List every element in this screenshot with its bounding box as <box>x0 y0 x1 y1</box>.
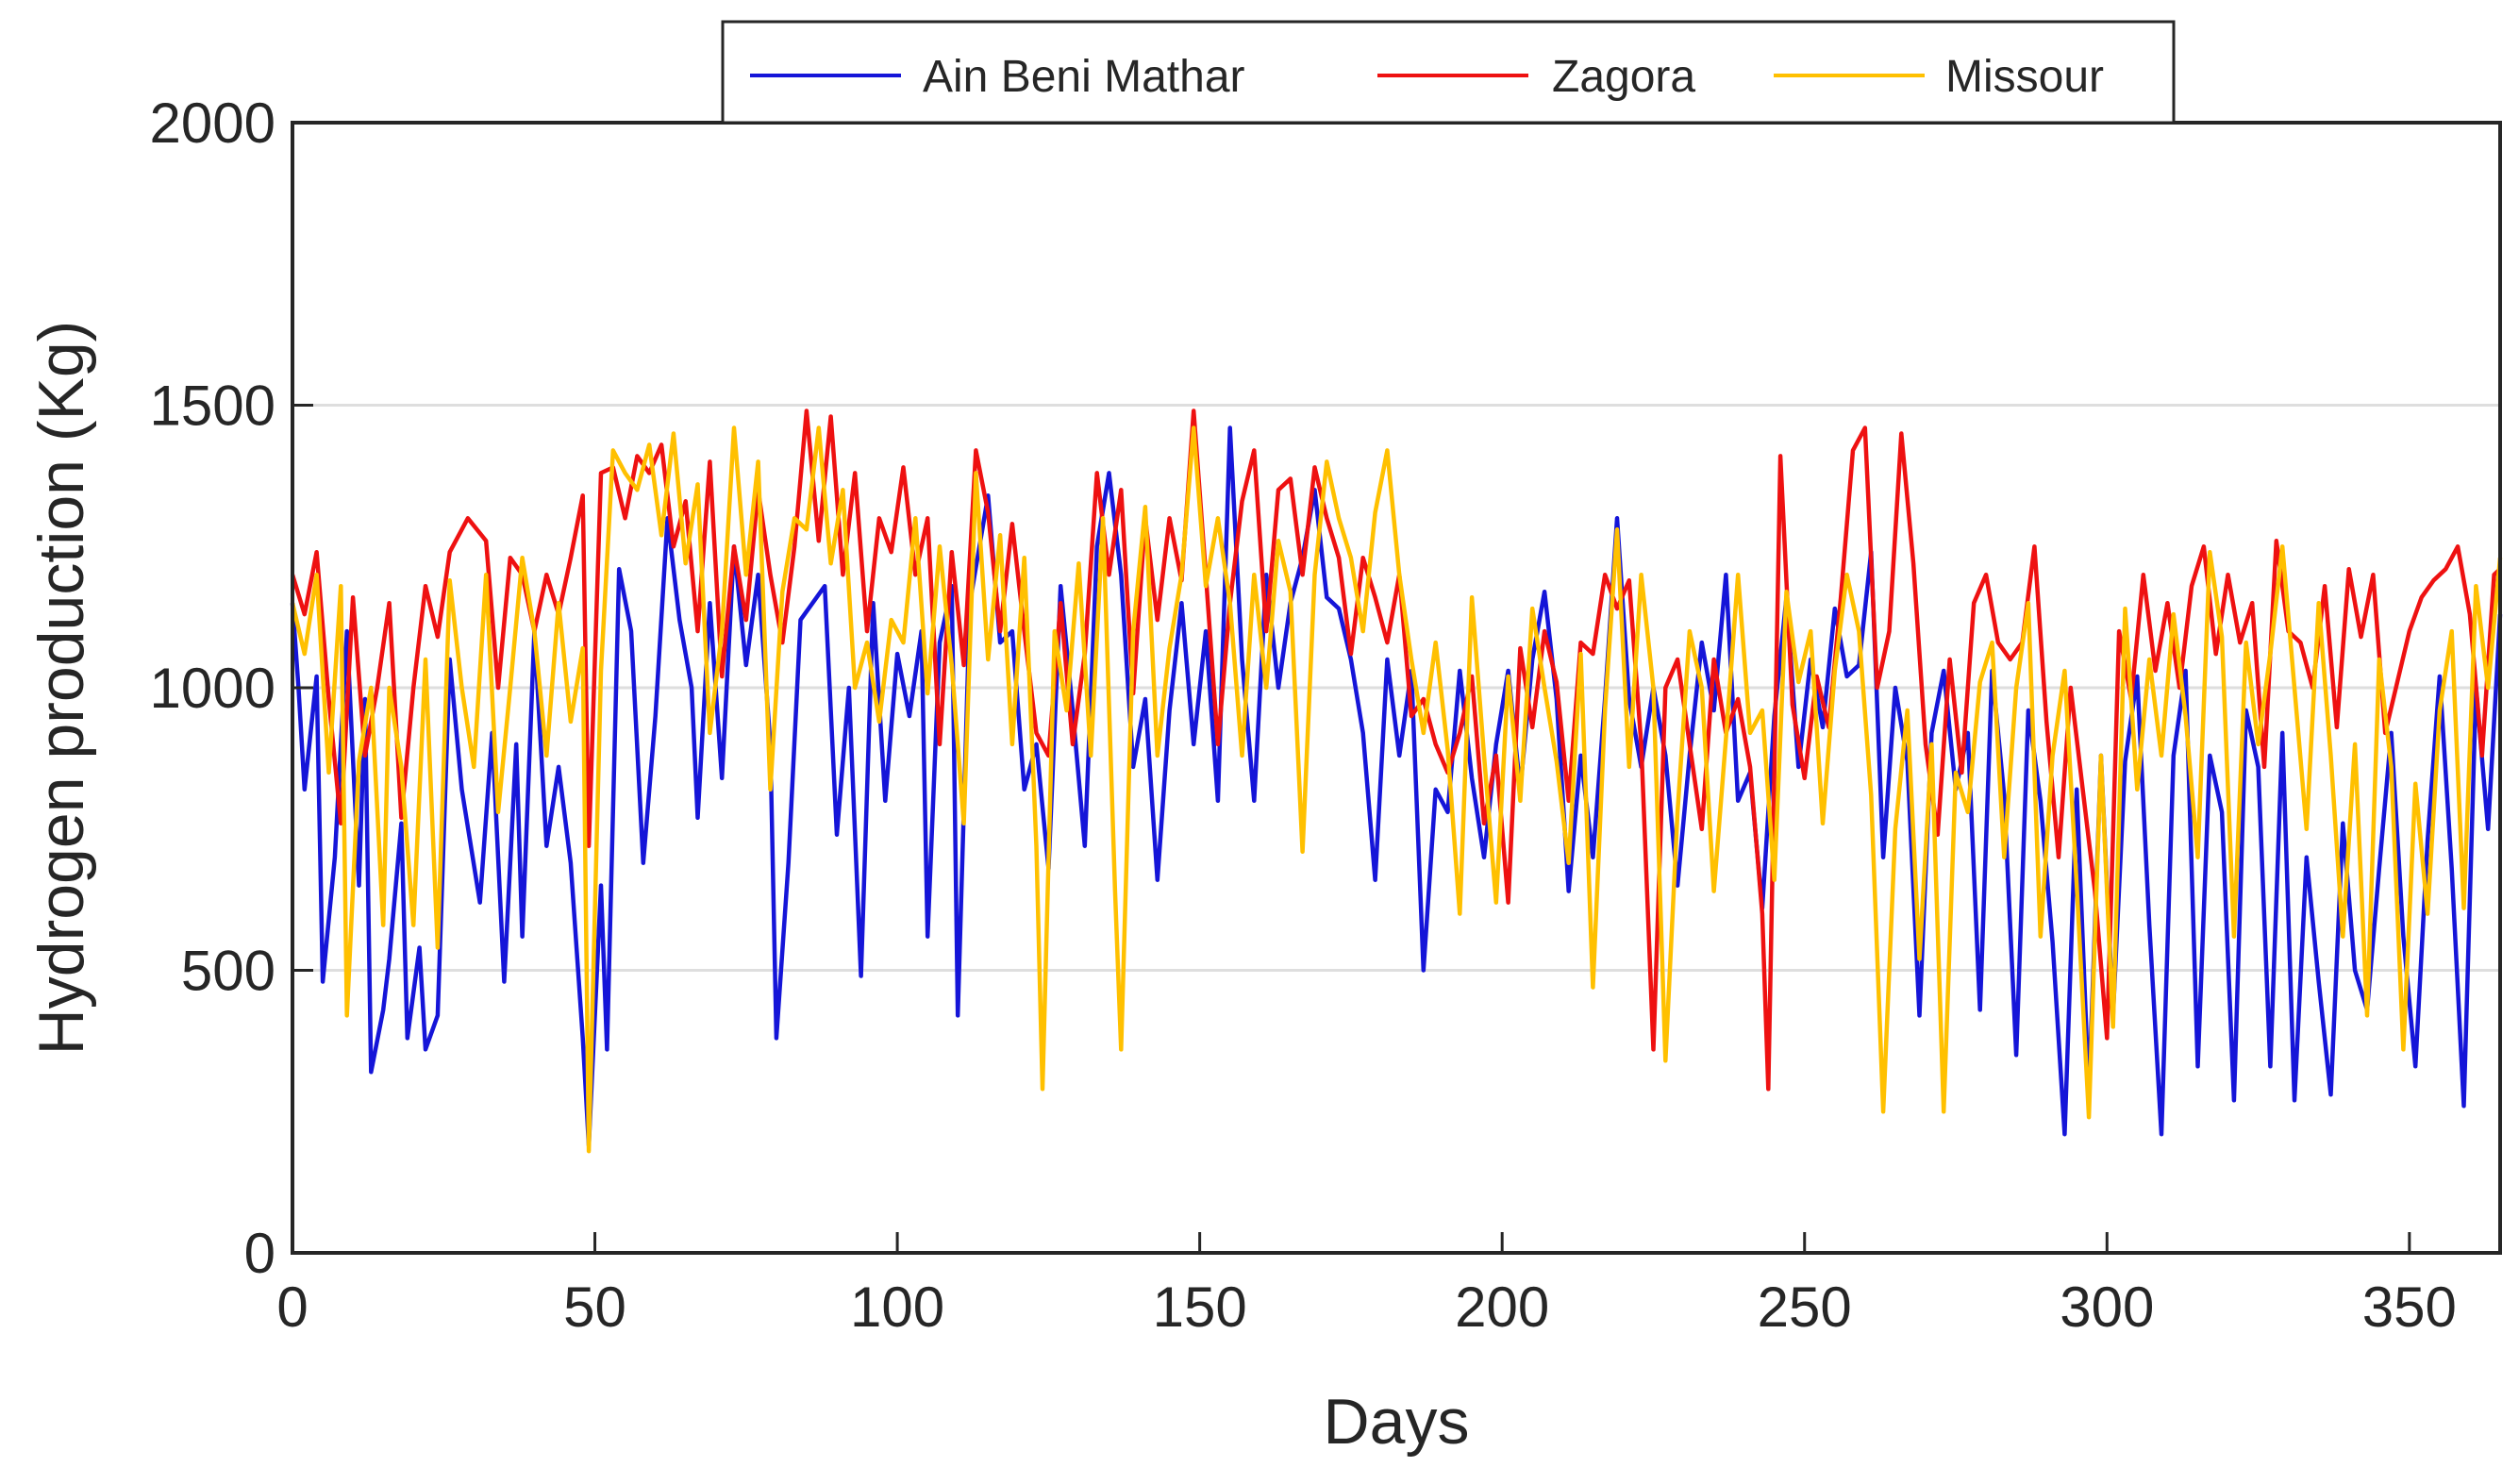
y-tick-label: 2000 <box>150 92 275 155</box>
y-tick-label: 0 <box>244 1222 275 1285</box>
series-lines <box>290 409 2503 1154</box>
x-axis-label: Days <box>1324 1386 1470 1458</box>
y-tick-label: 500 <box>181 940 275 1003</box>
x-tick-label: 50 <box>563 1276 626 1339</box>
x-tick-labels: 0 50 100 150 200 250 300 350 <box>276 1276 2457 1339</box>
y-tick-label: 1500 <box>150 375 275 438</box>
legend-label-zagora: Zagora <box>1552 52 1695 102</box>
x-tick-label: 100 <box>850 1276 944 1339</box>
series-line-missour <box>290 425 2503 1154</box>
x-tick-label: 250 <box>1758 1276 1852 1339</box>
legend-label-missour: Missour <box>1945 52 2104 102</box>
legend-label-ain-beni-mathar: Ain Beni Mathar <box>923 52 1245 102</box>
y-tick-label: 1000 <box>150 657 275 720</box>
x-tick-label: 350 <box>2362 1276 2457 1339</box>
x-tick-label: 150 <box>1153 1276 1247 1339</box>
series-line-zagora <box>290 409 2502 1092</box>
y-axis-label: Hydrogen production (Kg) <box>25 321 97 1056</box>
legend-box <box>721 20 2176 125</box>
y-tick-labels: 0 500 1000 1500 2000 <box>150 92 275 1285</box>
x-tick-label: 0 <box>276 1276 308 1339</box>
axis-ticks <box>291 121 2411 1255</box>
x-tick-label: 300 <box>2060 1276 2154 1339</box>
legend: Ain Beni Mathar Zagora Missour <box>721 20 2176 125</box>
x-tick-label: 200 <box>1455 1276 1549 1339</box>
